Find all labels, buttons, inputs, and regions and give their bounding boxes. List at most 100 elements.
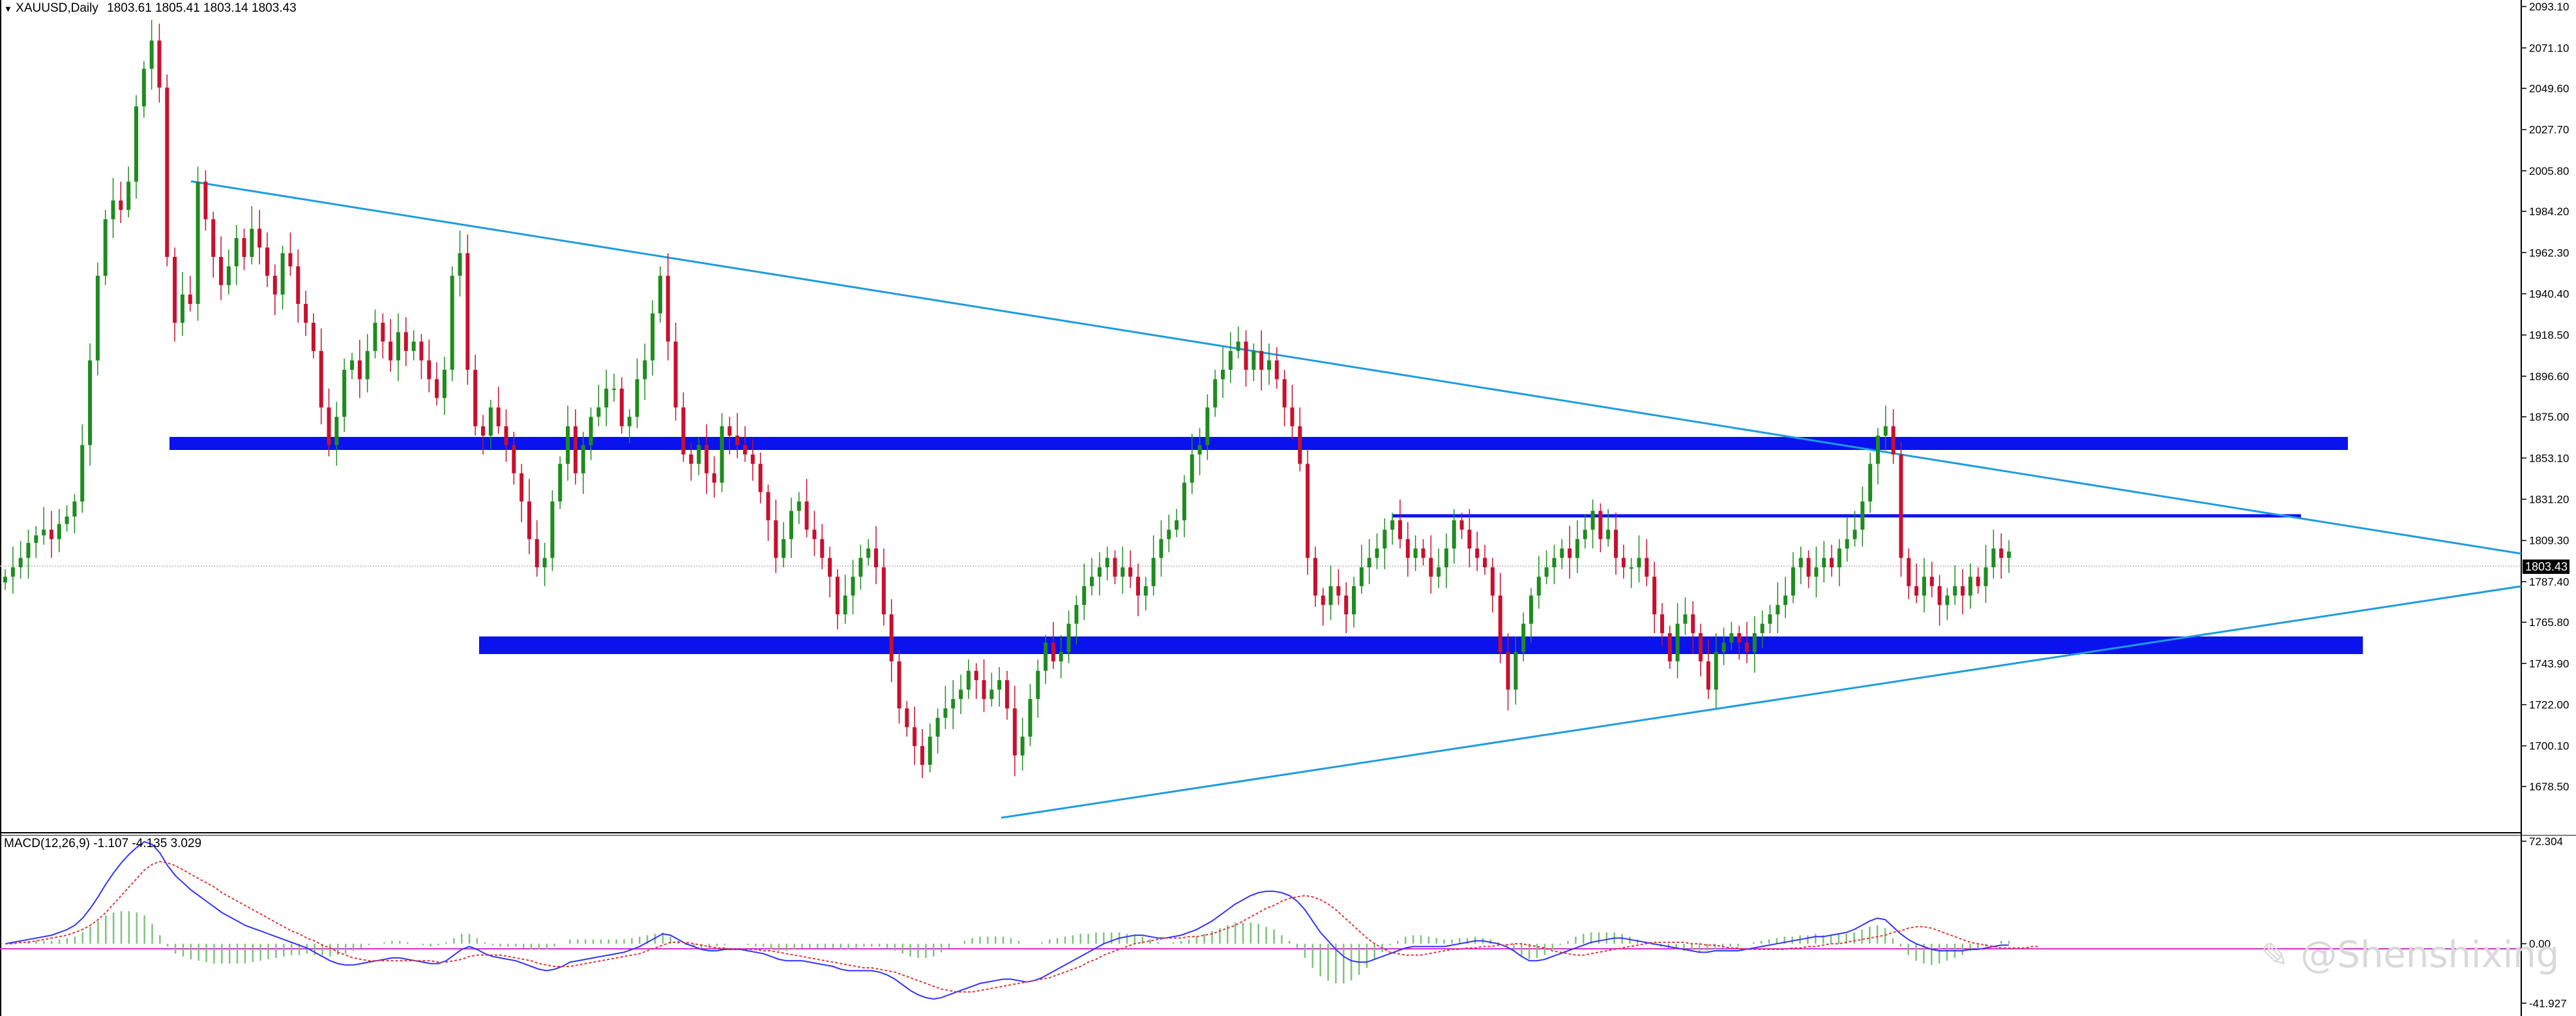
candle-body <box>1135 576 1140 596</box>
candle-body <box>1421 548 1426 558</box>
candle-body <box>3 576 7 583</box>
candle-body <box>1398 520 1402 539</box>
candle-body <box>141 68 146 107</box>
candle-body <box>1467 530 1472 549</box>
candle-body <box>727 426 732 436</box>
candle-body <box>149 40 154 69</box>
candle-body <box>874 548 879 567</box>
candle-body <box>1868 464 1873 502</box>
candle-body <box>203 181 208 220</box>
candle-body <box>427 360 432 380</box>
macd-histogram <box>12 911 2010 984</box>
candle-body <box>80 445 85 502</box>
candle-body <box>265 247 269 276</box>
macd-tick-label: -41.927 <box>2529 997 2567 1009</box>
candle-body <box>234 238 239 267</box>
candle-series <box>3 20 2011 779</box>
price-tick-label: 2071.10 <box>2529 42 2569 54</box>
candle-body <box>403 332 408 351</box>
candle-body <box>1051 642 1055 662</box>
candle-body <box>1020 736 1025 756</box>
candle-body <box>496 407 501 426</box>
candle-body <box>1514 651 1518 690</box>
candle-body <box>1637 558 1641 567</box>
price-tick-label: 1940.40 <box>2529 288 2569 301</box>
price-tick-label: 1765.80 <box>2529 616 2569 629</box>
candle-body <box>743 445 748 455</box>
candle-body <box>1282 379 1287 408</box>
candle-body <box>758 464 763 492</box>
price-tick-label: 1962.30 <box>2529 247 2569 259</box>
candle-body <box>1444 548 1448 567</box>
candle-body <box>512 445 516 473</box>
macd-line <box>5 841 2009 1000</box>
candle-body <box>1012 708 1017 756</box>
candle-body <box>1991 548 1996 567</box>
candle-body <box>103 219 108 276</box>
last-price-tag <box>2523 560 2569 574</box>
candle-body <box>1721 642 1726 652</box>
candle-body <box>1367 558 1371 567</box>
candle-body <box>1375 548 1379 558</box>
candle-body <box>450 275 454 370</box>
candle-body <box>1814 567 1819 577</box>
candle-body <box>1005 680 1009 709</box>
candle-body <box>750 454 755 464</box>
candle-body <box>1737 633 1742 643</box>
price-tick-label: 1809.30 <box>2529 535 2569 547</box>
macd-signal-line <box>5 861 2040 993</box>
candle-body <box>913 727 917 747</box>
candle-body <box>188 294 192 305</box>
support-zone[interactable] <box>479 636 2363 654</box>
candle-body <box>1860 501 1865 530</box>
candle-body <box>1413 548 1418 558</box>
candle-body <box>1344 595 1349 615</box>
last-price-label: 1803.43 <box>2525 560 2568 573</box>
candle-body <box>1760 623 1764 633</box>
candle-body <box>1082 586 1087 605</box>
candle-body <box>1175 520 1179 530</box>
candle-body <box>766 492 770 520</box>
candle-body <box>419 341 424 361</box>
resistance-zone[interactable] <box>169 437 2348 450</box>
candle-body <box>1876 436 1881 464</box>
candle-body <box>1798 558 1803 567</box>
candle-body <box>1714 651 1718 690</box>
candle-body <box>920 746 924 765</box>
candle-body <box>1883 426 1888 436</box>
candle-body <box>365 351 370 380</box>
candle-body <box>1097 567 1102 577</box>
candle-body <box>10 567 15 577</box>
candle-body <box>928 736 932 765</box>
candle-body <box>534 539 539 567</box>
candle-body <box>566 426 570 464</box>
candle-body <box>643 360 647 380</box>
candle-body <box>1976 576 1980 586</box>
candle-body <box>65 516 69 524</box>
candle-body <box>1560 548 1564 558</box>
candle-body <box>473 370 478 426</box>
candle-body <box>1306 464 1310 558</box>
candle-body <box>111 200 115 220</box>
candle-body <box>334 417 339 445</box>
candle-body <box>1498 595 1502 652</box>
candle-body <box>1691 614 1695 633</box>
candle-body <box>997 680 1002 690</box>
candle-body <box>804 501 809 530</box>
candle-body <box>481 426 486 436</box>
candle-body <box>1583 530 1587 539</box>
candle-body <box>219 256 224 286</box>
candle-body <box>1806 558 1811 577</box>
ascending-trendline[interactable] <box>1001 585 2522 819</box>
candle-body <box>504 426 508 445</box>
macd-header: MACD(12,26,9) -1.107 -4.135 3.029 <box>4 837 202 850</box>
candle-body <box>304 304 308 323</box>
descending-trendline[interactable] <box>190 180 2522 555</box>
price-tick-label: 1678.50 <box>2529 781 2569 793</box>
symbol-label: XAUUSD,Daily <box>16 1 98 15</box>
candle-body <box>820 539 825 558</box>
candle-body <box>897 661 901 709</box>
price-tick-label: 2049.60 <box>2529 82 2569 95</box>
collapse-icon[interactable]: ▼ <box>4 4 12 14</box>
